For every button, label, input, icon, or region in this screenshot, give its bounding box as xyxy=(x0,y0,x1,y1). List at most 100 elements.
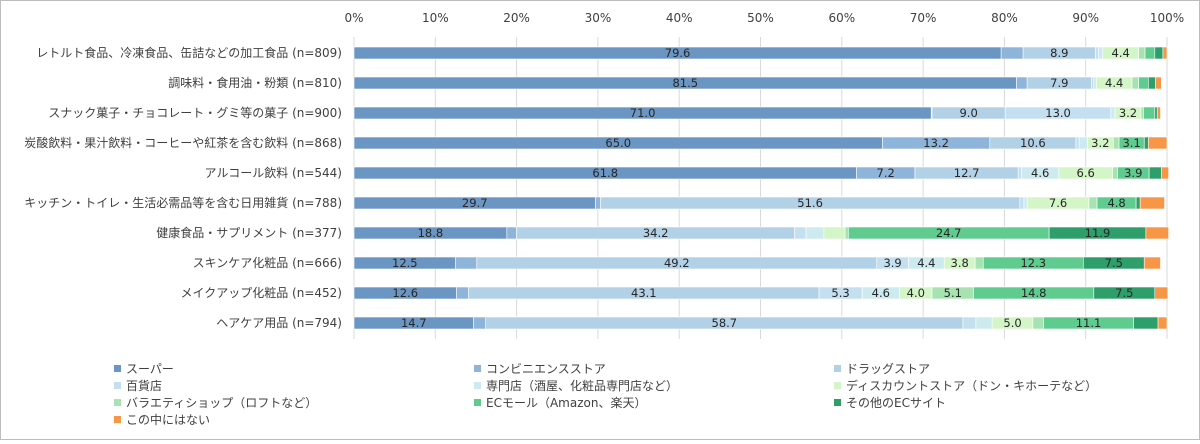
data-label: 4.4 xyxy=(1112,46,1130,60)
bar-segment xyxy=(1155,76,1162,90)
data-label: 14.7 xyxy=(401,316,427,330)
bar-segment xyxy=(1095,46,1100,60)
data-label: 7.2 xyxy=(877,166,895,180)
x-tick-label: 50% xyxy=(747,11,774,25)
bar-segment xyxy=(1143,106,1156,120)
data-label: 11.9 xyxy=(1085,226,1111,240)
data-label: 6.6 xyxy=(1077,166,1095,180)
legend-label: コンビニエンスストア xyxy=(486,362,606,376)
legend-swatch xyxy=(114,416,121,423)
data-label: 12.3 xyxy=(1020,256,1046,270)
legend-swatch xyxy=(474,399,481,406)
bar-segment xyxy=(844,226,849,240)
bar-segment xyxy=(1113,136,1120,150)
bar-segment xyxy=(1143,256,1161,270)
bar-segment xyxy=(1133,316,1159,330)
bar-segment xyxy=(1093,76,1097,90)
bar-segment xyxy=(1016,76,1028,90)
bar-segment xyxy=(1138,76,1149,90)
bar-segment xyxy=(1156,106,1161,120)
x-axis-ticks: 0% 10% 20% 30% 40% 50% 60% 70% 80% 90% 100% xyxy=(344,11,1184,25)
data-label: 5.0 xyxy=(1003,316,1021,330)
legend-label: その他のECサイト xyxy=(846,396,946,410)
legend-swatch xyxy=(834,382,841,389)
data-label: 5.3 xyxy=(831,286,849,300)
bar-segment xyxy=(974,256,984,270)
legend-swatch xyxy=(834,399,841,406)
data-label: 3.9 xyxy=(883,256,901,270)
x-tick-label: 30% xyxy=(585,11,612,25)
bar-segment xyxy=(1148,166,1162,180)
x-tick-label: 10% xyxy=(422,11,449,25)
legend-label: 専門店（酒屋、化粧品専門店など） xyxy=(486,379,678,393)
data-label: 61.8 xyxy=(592,166,618,180)
data-label: 4.8 xyxy=(1107,196,1125,210)
data-label: 51.6 xyxy=(797,196,823,210)
data-label: 34.2 xyxy=(643,226,669,240)
bar-segment xyxy=(1112,166,1118,180)
bar-segment xyxy=(1078,136,1088,150)
bar-segment xyxy=(1154,46,1164,60)
data-label: 14.8 xyxy=(1021,286,1047,300)
data-label: 13.2 xyxy=(923,136,949,150)
data-label: 81.5 xyxy=(672,76,698,90)
bar-segment xyxy=(1148,136,1168,150)
bar-segment xyxy=(1091,76,1095,90)
bar-segment xyxy=(1145,226,1169,240)
bar-segment xyxy=(1075,136,1080,150)
data-label: 24.7 xyxy=(936,226,962,240)
bar-segment xyxy=(1131,76,1139,90)
x-tick-label: 0% xyxy=(344,11,363,25)
data-label: 12.6 xyxy=(392,286,418,300)
x-tick-label: 90% xyxy=(1072,11,1099,25)
legend-swatch xyxy=(474,365,481,372)
bar-segment xyxy=(1110,106,1116,120)
category-label: メイクアップ化粧品 (n=452) xyxy=(180,286,342,300)
bar-segment xyxy=(1162,46,1168,60)
data-label: 9.0 xyxy=(959,106,977,120)
data-label: 43.1 xyxy=(631,286,657,300)
bar-segment xyxy=(595,196,601,210)
legend-label: スーパー xyxy=(126,362,174,376)
data-label: 4.4 xyxy=(1105,76,1123,90)
data-label: 3.2 xyxy=(1119,106,1137,120)
data-label: 8.9 xyxy=(1050,46,1068,60)
bar-segment xyxy=(1140,106,1144,120)
bar-segment xyxy=(1139,196,1165,210)
legend-swatch xyxy=(114,382,121,389)
legend-label: 百貨店 xyxy=(126,378,162,393)
data-label: 13.0 xyxy=(1045,106,1071,120)
data-label: 3.1 xyxy=(1122,136,1140,150)
bar-segment xyxy=(805,226,825,240)
data-labels: 79.6 8.9 4.4 81.5 7.9 4.4 71.0 9.0 13.0 3.2 65.0 13… xyxy=(392,46,1142,330)
bar-segment xyxy=(1032,316,1044,330)
data-label: 10.6 xyxy=(1020,136,1046,150)
bar-segment xyxy=(1135,196,1141,210)
bar-segment xyxy=(1157,316,1168,330)
data-label: 7.6 xyxy=(1049,196,1067,210)
category-label: スナック菓子・チョコレート・グミ等の菓子 (n=900) xyxy=(48,106,342,120)
bar-segment xyxy=(506,226,517,240)
data-label: 4.0 xyxy=(907,286,925,300)
x-tick-label: 60% xyxy=(828,11,855,25)
legend-swatch xyxy=(474,382,481,389)
data-label: 5.1 xyxy=(944,286,962,300)
data-label: 7.5 xyxy=(1105,256,1123,270)
bar-segment xyxy=(1143,136,1149,150)
category-label: レトルト食品、冷凍食品、缶詰などの加工食品 (n=809) xyxy=(36,45,342,60)
bar-segment xyxy=(975,316,993,330)
category-label: 健康食品・サプリメント (n=377) xyxy=(156,225,342,240)
data-label: 4.4 xyxy=(917,256,935,270)
data-label: 12.7 xyxy=(954,166,980,180)
legend-label: ECモール（Amazon、楽天） xyxy=(486,396,646,410)
data-label: 7.9 xyxy=(1050,76,1068,90)
bar-segment xyxy=(1161,166,1169,180)
data-label: 3.2 xyxy=(1091,136,1109,150)
x-tick-label: 80% xyxy=(991,11,1018,25)
bar-segment xyxy=(1019,196,1025,210)
bar-segment xyxy=(473,316,487,330)
bar-segment xyxy=(1148,76,1156,90)
bar-segment xyxy=(1023,196,1028,210)
